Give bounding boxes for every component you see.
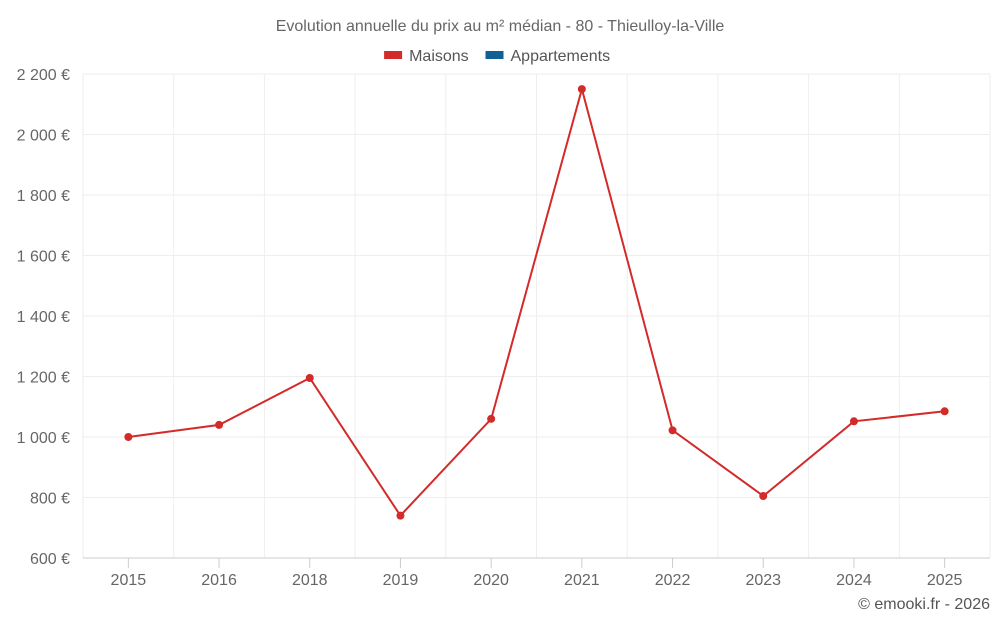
credit-text: © emooki.fr - 2026 bbox=[858, 596, 990, 613]
y-tick-label: 2 200 € bbox=[17, 67, 70, 84]
legend-swatch bbox=[485, 51, 504, 59]
data-point[interactable] bbox=[124, 433, 133, 441]
x-tick-label: 2025 bbox=[927, 572, 963, 589]
data-point[interactable] bbox=[396, 511, 405, 520]
data-point[interactable] bbox=[215, 420, 224, 429]
data-point[interactable] bbox=[759, 491, 768, 500]
legend-item-appartements[interactable]: Appartements bbox=[485, 48, 611, 65]
x-tick-label: 2022 bbox=[655, 572, 691, 589]
y-axis: 600 € 800 € 1 000 € 1 200 € 1 400 € 1 600 € 1 … bbox=[17, 67, 70, 568]
y-tick-label: 1 600 € bbox=[17, 249, 70, 266]
y-tick-label: 800 € bbox=[30, 491, 70, 508]
chart-title: Evolution annuelle du prix au m² médian … bbox=[276, 18, 725, 35]
legend-label: Appartements bbox=[511, 48, 611, 65]
x-tick-label: 2015 bbox=[111, 572, 147, 589]
y-tick-label: 600 € bbox=[30, 551, 70, 568]
data-point[interactable] bbox=[577, 85, 586, 94]
legend-item-maisons[interactable]: Maisons bbox=[384, 48, 469, 65]
data-point[interactable] bbox=[940, 407, 949, 416]
x-axis: 2015 2016 2018 2019 2020 2021 2022 2023 2024 2025 bbox=[83, 557, 990, 589]
legend-swatch bbox=[384, 51, 403, 59]
y-tick-label: 1 400 € bbox=[17, 309, 70, 326]
grid bbox=[82, 73, 991, 559]
series-layer bbox=[124, 85, 949, 520]
data-point[interactable] bbox=[668, 426, 677, 435]
x-tick-label: 2023 bbox=[745, 572, 781, 589]
x-tick-label: 2021 bbox=[564, 572, 600, 589]
y-tick-label: 2 000 € bbox=[17, 128, 70, 145]
x-tick-label: 2020 bbox=[473, 572, 509, 589]
y-tick-label: 1 800 € bbox=[17, 188, 70, 205]
series-line-maisons bbox=[128, 85, 945, 518]
x-tick-label: 2018 bbox=[292, 572, 328, 589]
x-tick-label: 2019 bbox=[383, 572, 419, 589]
x-tick-label: 2016 bbox=[201, 572, 237, 589]
legend: Maisons Appartements bbox=[384, 48, 610, 65]
x-tick-label: 2024 bbox=[836, 572, 872, 589]
data-point[interactable] bbox=[305, 374, 314, 383]
data-point[interactable] bbox=[487, 414, 496, 423]
legend-label: Maisons bbox=[409, 48, 469, 65]
y-tick-label: 1 000 € bbox=[17, 430, 70, 447]
data-point[interactable] bbox=[849, 417, 858, 426]
y-tick-label: 1 200 € bbox=[17, 370, 70, 387]
